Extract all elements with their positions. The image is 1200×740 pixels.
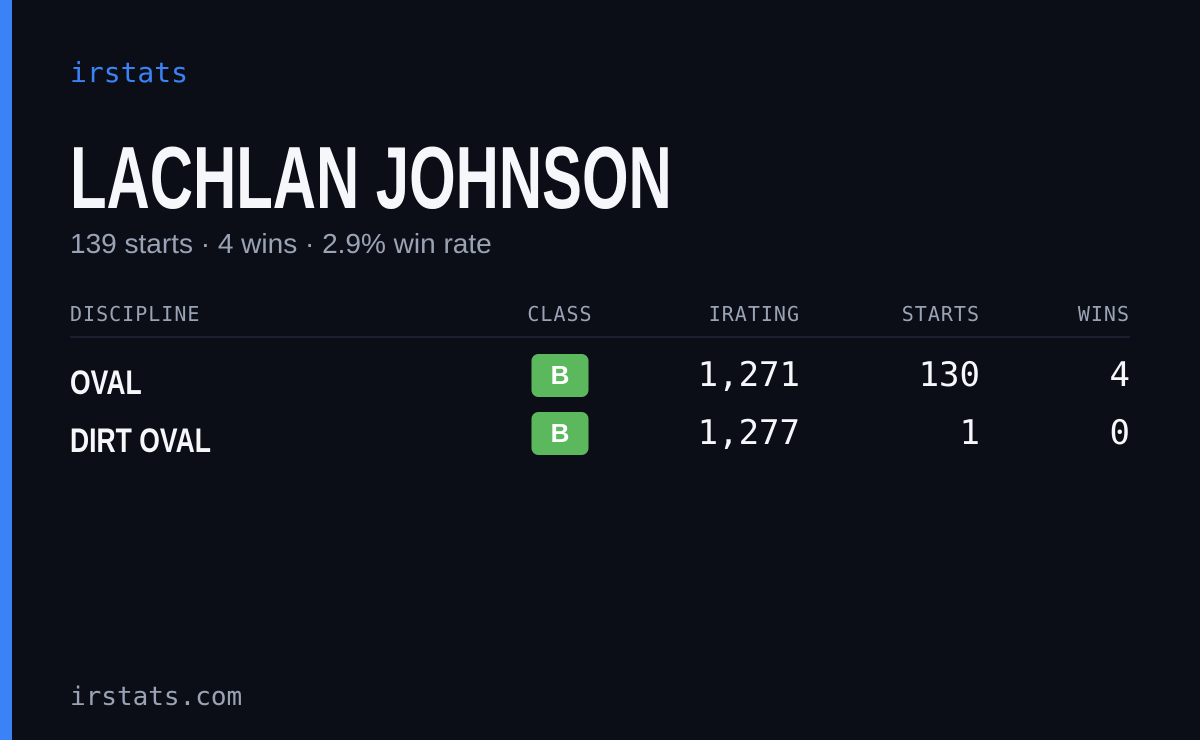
stat-value: 0 — [1109, 413, 1130, 453]
column-header: DISCIPLINE — [70, 302, 201, 326]
driver-name: LACHLAN JOHNSON — [70, 128, 672, 227]
column-header: STARTS — [901, 302, 980, 326]
header-rule — [70, 336, 1130, 338]
stat-value: 4 — [1109, 355, 1130, 395]
stat-value: 1 — [959, 413, 980, 453]
column-header: WINS — [1077, 302, 1130, 326]
class-badge: B — [531, 354, 589, 397]
footer: irstats.com — [70, 682, 243, 712]
discipline: DIRT OVAL — [70, 422, 211, 460]
stat-value: 130 — [918, 355, 980, 395]
accent-bar — [0, 0, 12, 740]
class-badge: B — [531, 412, 589, 455]
column-header: IRATING — [708, 302, 800, 326]
brand: irstats — [70, 56, 189, 89]
column-header: CLASS — [527, 302, 593, 326]
stat-value: 1,271 — [697, 355, 800, 395]
stat-value: 1,277 — [697, 413, 800, 453]
driver-summary: 139 starts · 4 wins · 2.9% win rate — [70, 228, 492, 259]
discipline: OVAL — [70, 364, 142, 402]
